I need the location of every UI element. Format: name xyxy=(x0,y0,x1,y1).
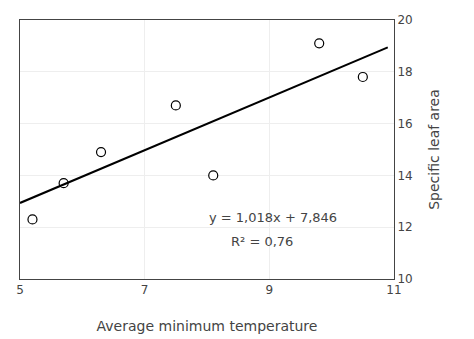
svg-text:R² = 0,76: R² = 0,76 xyxy=(231,234,293,249)
svg-text:7: 7 xyxy=(141,283,149,297)
svg-text:14: 14 xyxy=(397,169,412,183)
svg-text:10: 10 xyxy=(397,272,412,286)
svg-text:11: 11 xyxy=(386,283,401,297)
svg-text:Specific leaf area: Specific leaf area xyxy=(426,89,442,210)
svg-text:5: 5 xyxy=(16,283,24,297)
svg-text:y = 1,018x + 7,846: y = 1,018x + 7,846 xyxy=(209,210,337,225)
svg-text:20: 20 xyxy=(397,13,412,27)
svg-text:18: 18 xyxy=(397,65,412,79)
svg-text:12: 12 xyxy=(397,220,412,234)
svg-text:9: 9 xyxy=(266,283,274,297)
svg-text:16: 16 xyxy=(397,117,412,131)
svg-text:Average minimum temperature: Average minimum temperature xyxy=(97,318,318,334)
